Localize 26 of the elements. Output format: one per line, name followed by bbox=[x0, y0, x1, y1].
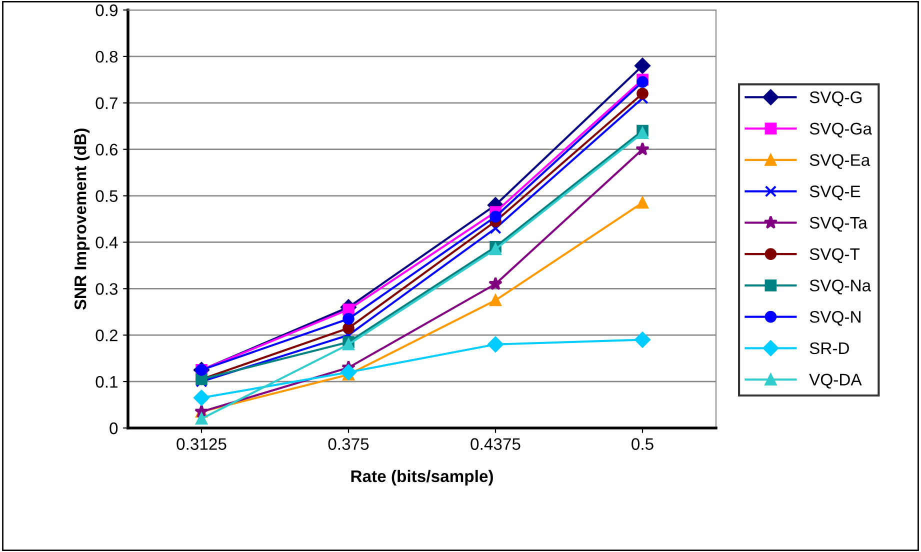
x-tick-label: 0.3125 bbox=[176, 438, 226, 450]
legend-label: VQ-DA bbox=[809, 374, 862, 389]
legend-label: SR-D bbox=[810, 342, 849, 354]
x-tick-label: 0.4375 bbox=[470, 438, 520, 450]
y-tick-label: 0.7 bbox=[96, 97, 118, 110]
legend-label: SVQ-Ga bbox=[810, 122, 872, 138]
legend-label: SVQ-Ta bbox=[810, 216, 868, 232]
y-tick-label: 0.9 bbox=[96, 4, 118, 16]
legend-label: SVQ-Na bbox=[810, 280, 872, 294]
y-tick-label: 0.8 bbox=[96, 50, 118, 63]
x-axis-title: Rate (bits/sample) bbox=[351, 470, 493, 486]
y-tick-label: 0.2 bbox=[96, 330, 118, 342]
y-tick-label: 0.3 bbox=[96, 283, 118, 295]
x-tick-label: 0.375 bbox=[328, 438, 369, 450]
y-tick-label: 0.4 bbox=[96, 236, 118, 248]
legend-label: SVQ-G bbox=[810, 91, 862, 106]
legend-label: SVQ-E bbox=[810, 186, 860, 200]
y-tick-label: 0 bbox=[110, 422, 118, 434]
y-tick-label: 0.6 bbox=[96, 144, 118, 156]
y-axis-title: SNR Improvement (dB) bbox=[74, 128, 90, 310]
y-tick-label: 0.1 bbox=[96, 376, 118, 388]
legend-label: SVQ-T bbox=[810, 248, 860, 264]
legend-label: SVQ-N bbox=[810, 310, 860, 326]
legend-label: SVQ-Ea bbox=[810, 154, 870, 169]
y-tick-label: 0.5 bbox=[96, 190, 118, 202]
x-tick-label: 0.5 bbox=[632, 438, 654, 450]
